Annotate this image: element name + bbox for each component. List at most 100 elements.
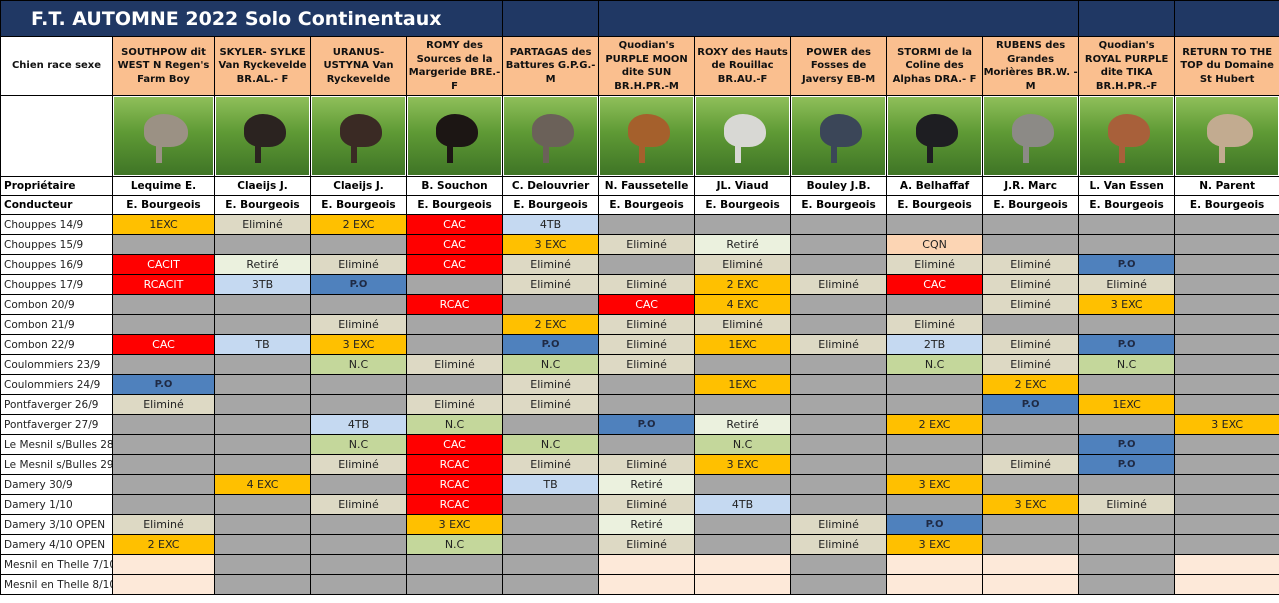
empty-cell[interactable] xyxy=(694,354,792,375)
empty-cell[interactable] xyxy=(790,414,888,435)
empty-cell[interactable] xyxy=(112,554,215,575)
event-label[interactable]: Mesnil en Thelle 8/10 xyxy=(0,574,113,595)
handler-cell[interactable]: E. Bourgeois xyxy=(310,195,407,215)
result-cell[interactable]: P.O xyxy=(1078,334,1176,355)
empty-cell[interactable] xyxy=(502,494,600,515)
empty-cell[interactable] xyxy=(1174,434,1279,455)
owner-cell[interactable]: Claeijs J. xyxy=(214,176,311,196)
result-cell[interactable]: 4 EXC xyxy=(694,294,792,315)
empty-cell[interactable] xyxy=(502,414,600,435)
result-cell[interactable]: RCAC xyxy=(405,454,504,475)
result-cell[interactable]: N.C xyxy=(886,354,984,375)
result-cell[interactable]: CAC xyxy=(598,294,696,315)
empty-cell[interactable] xyxy=(598,554,696,575)
result-cell[interactable]: Eliminé xyxy=(982,354,1080,375)
empty-cell[interactable] xyxy=(214,534,311,555)
result-cell[interactable]: RCACIT xyxy=(112,274,215,295)
empty-cell[interactable] xyxy=(694,394,792,415)
result-cell[interactable]: TB xyxy=(214,334,311,355)
owner-cell[interactable]: C. Delouvrier xyxy=(502,176,600,196)
result-cell[interactable]: Retiré xyxy=(214,254,311,275)
result-cell[interactable]: 3 EXC xyxy=(1174,414,1279,435)
result-cell[interactable]: Eliminé xyxy=(502,274,600,295)
result-cell[interactable]: Retiré xyxy=(694,234,792,255)
empty-cell[interactable] xyxy=(694,574,792,595)
result-cell[interactable]: 1EXC xyxy=(694,374,792,395)
result-cell[interactable]: 2 EXC xyxy=(694,274,792,295)
empty-cell[interactable] xyxy=(1078,234,1176,255)
result-cell[interactable]: P.O xyxy=(310,274,407,295)
empty-cell[interactable] xyxy=(1078,514,1176,535)
empty-cell[interactable] xyxy=(214,294,311,315)
result-cell[interactable]: CAC xyxy=(886,274,984,295)
event-label[interactable]: Damery 4/10 OPEN xyxy=(0,534,113,555)
dog-name-cell[interactable]: RETURN TO THE TOP du Domaine St Hubert xyxy=(1174,36,1279,96)
result-cell[interactable]: Eliminé xyxy=(790,334,888,355)
event-label[interactable]: Damery 3/10 OPEN xyxy=(0,514,113,535)
result-cell[interactable]: 3 EXC xyxy=(310,334,407,355)
empty-cell[interactable] xyxy=(1078,534,1176,555)
result-cell[interactable]: Eliminé xyxy=(598,494,696,515)
result-cell[interactable]: Eliminé xyxy=(310,494,407,515)
empty-cell[interactable] xyxy=(214,414,311,435)
empty-cell[interactable] xyxy=(502,294,600,315)
dog-name-cell[interactable]: STORMI de la Coline des Alphas DRA.- F xyxy=(886,36,984,96)
empty-cell[interactable] xyxy=(1174,374,1279,395)
event-label[interactable]: Chouppes 15/9 xyxy=(0,234,113,255)
empty-cell[interactable] xyxy=(886,294,984,315)
empty-cell[interactable] xyxy=(886,214,984,235)
empty-cell[interactable] xyxy=(598,374,696,395)
empty-cell[interactable] xyxy=(1174,514,1279,535)
result-cell[interactable]: CAC xyxy=(405,254,504,275)
owner-cell[interactable]: B. Souchon xyxy=(405,176,504,196)
empty-cell[interactable] xyxy=(1174,274,1279,295)
result-cell[interactable]: Eliminé xyxy=(790,534,888,555)
empty-cell[interactable] xyxy=(1078,474,1176,495)
dog-name-cell[interactable]: Quodian's ROYAL PURPLE dite TIKA BR.H.PR… xyxy=(1078,36,1176,96)
result-cell[interactable]: CAC xyxy=(405,234,504,255)
result-cell[interactable]: 1EXC xyxy=(1078,394,1176,415)
empty-cell[interactable] xyxy=(310,574,407,595)
empty-cell[interactable] xyxy=(405,574,504,595)
result-cell[interactable]: Eliminé xyxy=(982,294,1080,315)
empty-cell[interactable] xyxy=(112,574,215,595)
empty-cell[interactable] xyxy=(790,474,888,495)
owner-cell[interactable]: L. Van Essen xyxy=(1078,176,1176,196)
empty-cell[interactable] xyxy=(310,294,407,315)
empty-cell[interactable] xyxy=(982,214,1080,235)
empty-cell[interactable] xyxy=(112,474,215,495)
result-cell[interactable]: 2 EXC xyxy=(982,374,1080,395)
empty-cell[interactable] xyxy=(982,574,1080,595)
empty-cell[interactable] xyxy=(502,534,600,555)
result-cell[interactable]: Eliminé xyxy=(112,394,215,415)
empty-cell[interactable] xyxy=(790,354,888,375)
result-cell[interactable]: P.O xyxy=(502,334,600,355)
result-cell[interactable]: Eliminé xyxy=(886,314,984,335)
handler-cell[interactable]: E. Bourgeois xyxy=(1078,195,1176,215)
empty-cell[interactable] xyxy=(790,574,888,595)
empty-cell[interactable] xyxy=(112,294,215,315)
empty-cell[interactable] xyxy=(1078,574,1176,595)
empty-cell[interactable] xyxy=(1174,454,1279,475)
empty-cell[interactable] xyxy=(886,394,984,415)
dog-name-cell[interactable]: Quodian's PURPLE MOON dite SUN BR.H.PR.-… xyxy=(598,36,696,96)
result-cell[interactable]: 2TB xyxy=(886,334,984,355)
result-cell[interactable]: 3 EXC xyxy=(1078,294,1176,315)
handler-cell[interactable]: E. Bourgeois xyxy=(502,195,600,215)
event-label[interactable]: Chouppes 17/9 xyxy=(0,274,113,295)
empty-cell[interactable] xyxy=(1174,294,1279,315)
empty-cell[interactable] xyxy=(1174,234,1279,255)
result-cell[interactable]: Eliminé xyxy=(1078,274,1176,295)
empty-cell[interactable] xyxy=(694,514,792,535)
empty-cell[interactable] xyxy=(598,574,696,595)
result-cell[interactable]: N.C xyxy=(502,434,600,455)
result-cell[interactable]: Eliminé xyxy=(598,354,696,375)
result-cell[interactable]: CQN xyxy=(886,234,984,255)
result-cell[interactable]: Eliminé xyxy=(694,254,792,275)
owner-cell[interactable]: A. Belhaffaf xyxy=(886,176,984,196)
result-cell[interactable]: 3 EXC xyxy=(886,534,984,555)
handler-cell[interactable]: E. Bourgeois xyxy=(214,195,311,215)
result-cell[interactable]: N.C xyxy=(405,414,504,435)
result-cell[interactable]: CAC xyxy=(112,334,215,355)
handler-cell[interactable]: E. Bourgeois xyxy=(112,195,215,215)
